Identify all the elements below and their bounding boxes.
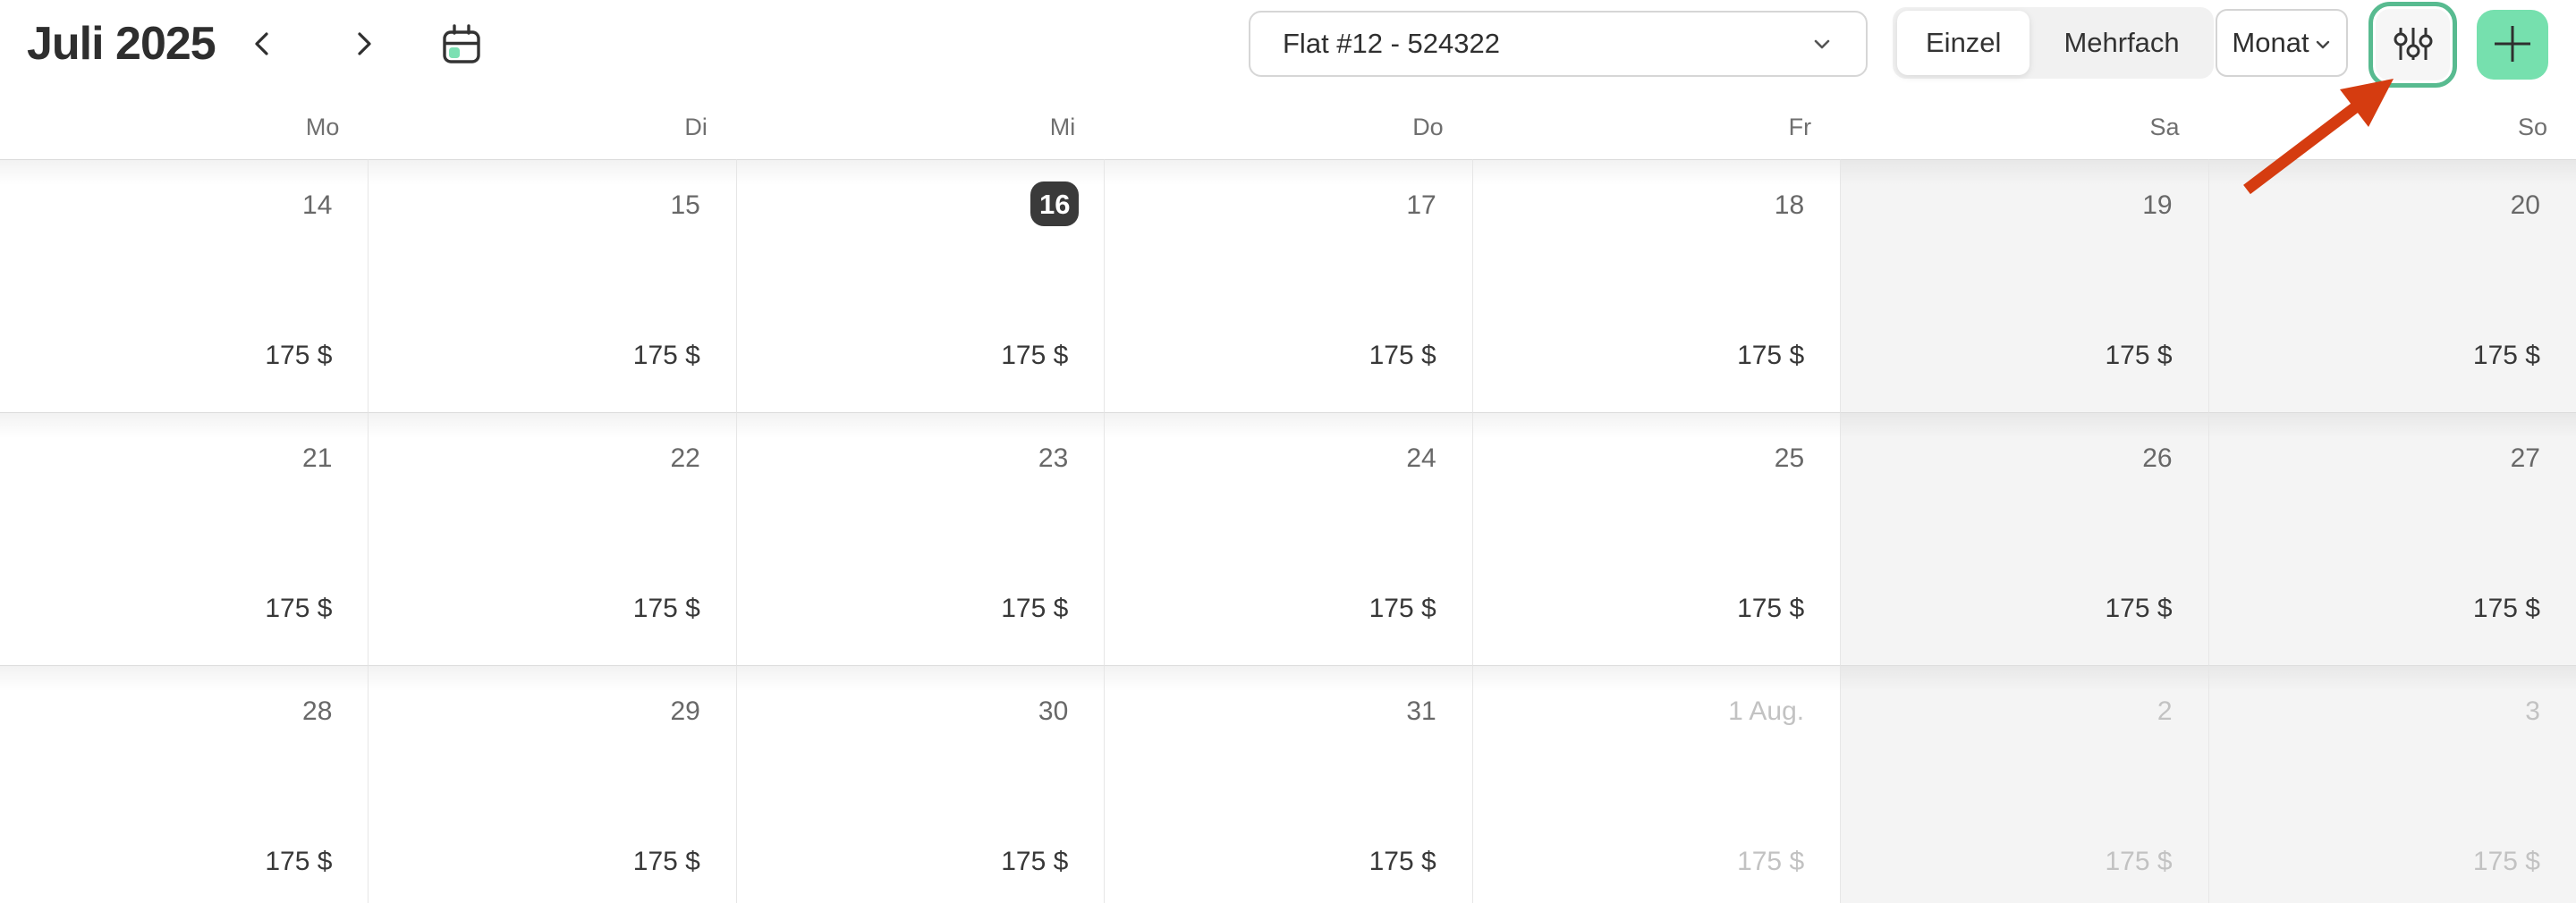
calendar-day-cell[interactable]: 20 175 $ [2207, 159, 2576, 412]
day-number: 21 [302, 443, 333, 473]
weekday-label-do: Do [1412, 114, 1444, 140]
day-number: 20 [2510, 190, 2540, 220]
day-number: 28 [302, 696, 333, 726]
calendar-day-cell[interactable]: 28 175 $ [0, 665, 369, 903]
chevron-right-icon [349, 30, 377, 61]
calendar-day-cell[interactable]: 18 175 $ [1471, 159, 1841, 412]
day-price: 175 $ [1001, 594, 1069, 623]
calendar-day-cell[interactable]: 26 175 $ [1840, 412, 2208, 665]
day-price: 175 $ [2472, 847, 2540, 876]
toolbar: Juli 2025 [0, 0, 2576, 98]
day-number: 17 [1406, 190, 1436, 220]
day-price: 175 $ [1737, 594, 1805, 623]
day-price: 175 $ [1737, 341, 1805, 370]
calendar-day-cell[interactable]: 22 175 $ [368, 412, 737, 665]
day-number: 24 [1406, 443, 1436, 473]
calendar-icon [440, 22, 483, 68]
chevron-left-icon [249, 30, 277, 61]
plus-icon [2489, 21, 2536, 70]
day-price: 175 $ [1368, 341, 1436, 370]
calendar-day-cell[interactable]: 15 175 $ [368, 159, 737, 412]
calendar-day-cell[interactable]: 29 175 $ [368, 665, 737, 903]
calendar-day-cell[interactable]: 21 175 $ [0, 412, 369, 665]
weekday-label-mo: Mo [305, 114, 340, 140]
day-price: 175 $ [632, 341, 700, 370]
unit-select[interactable]: Flat #12 - 524322 [1249, 11, 1868, 77]
day-number: 18 [1774, 190, 1805, 220]
day-number: 25 [1774, 443, 1805, 473]
day-price: 175 $ [265, 594, 333, 623]
calendar-day-cell[interactable]: 1 Aug. 175 $ [1471, 665, 1841, 903]
next-month-button[interactable] [338, 20, 388, 70]
day-number: 29 [670, 696, 700, 726]
filter-button[interactable] [2368, 2, 2457, 88]
day-price: 175 $ [265, 847, 333, 876]
day-price: 175 $ [2472, 341, 2540, 370]
mode-option-einzel[interactable]: Einzel [1897, 11, 2030, 75]
weekday-label-fr: Fr [1788, 114, 1812, 140]
day-price: 175 $ [2105, 341, 2173, 370]
day-number: 23 [1038, 443, 1069, 473]
day-price: 175 $ [1368, 594, 1436, 623]
day-price: 175 $ [1737, 847, 1805, 876]
sliders-icon [2391, 21, 2436, 69]
day-price: 175 $ [2472, 594, 2540, 623]
day-price: 175 $ [265, 341, 333, 370]
calendar-day-cell[interactable]: 2 175 $ [1840, 665, 2208, 903]
mode-option-mehrfach[interactable]: Mehrfach [2063, 27, 2180, 58]
prev-month-button[interactable] [238, 20, 288, 70]
today-calendar-button[interactable] [436, 20, 487, 70]
day-number: 2 [2157, 696, 2173, 726]
day-number: 14 [302, 190, 333, 220]
calendar-day-cell[interactable]: 25 175 $ [1471, 412, 1841, 665]
day-price: 175 $ [1001, 847, 1069, 876]
view-select[interactable]: Monat [2216, 9, 2348, 77]
page-title: Juli 2025 [27, 18, 216, 70]
day-price: 175 $ [632, 594, 700, 623]
day-price: 175 $ [1368, 847, 1436, 876]
calendar-day-cell[interactable]: 19 175 $ [1840, 159, 2208, 412]
day-number: 3 [2525, 696, 2540, 726]
day-number-today: 16 [1030, 181, 1080, 226]
chevron-down-icon [2314, 36, 2332, 54]
day-number: 26 [2142, 443, 2173, 473]
calendar-day-cell[interactable]: 31 175 $ [1104, 665, 1473, 903]
day-number: 31 [1406, 696, 1436, 726]
day-price: 175 $ [632, 847, 700, 876]
calendar-day-cell[interactable]: 24 175 $ [1104, 412, 1473, 665]
weekday-label-di: Di [684, 114, 708, 140]
unit-select-value: Flat #12 - 524322 [1283, 28, 1501, 59]
calendar-day-cell[interactable]: 17 175 $ [1104, 159, 1473, 412]
weekday-label-so: So [2517, 114, 2547, 140]
calendar-day-cell[interactable]: 27 175 $ [2207, 412, 2576, 665]
day-price: 175 $ [2105, 847, 2173, 876]
day-number: 1 Aug. [1728, 696, 1805, 726]
booking-mode-toggle: Einzel Mehrfach [1893, 7, 2214, 79]
chevron-down-icon [1810, 32, 1834, 55]
day-number: 19 [2142, 190, 2173, 220]
weekday-label-mi: Mi [1049, 114, 1076, 140]
view-select-value: Monat [2232, 27, 2309, 58]
calendar-day-cell[interactable]: 16 175 $ [735, 159, 1105, 412]
weekday-label-sa: Sa [2149, 114, 2180, 140]
day-number: 15 [670, 190, 700, 220]
calendar-day-cell[interactable]: 23 175 $ [735, 412, 1105, 665]
calendar-day-cell[interactable]: 14 175 $ [0, 159, 369, 412]
day-number: 27 [2510, 443, 2540, 473]
calendar-day-cell[interactable]: 3 175 $ [2207, 665, 2576, 903]
weekday-header-row: Mo Di Mi Do Fr Sa So [0, 98, 2576, 159]
month-grid: 14 175 $ 15 175 $ 16 175 $ 17 175 $ 18 175 $ 19 175… [0, 159, 2576, 903]
calendar-day-cell[interactable]: 30 175 $ [735, 665, 1105, 903]
add-booking-button[interactable] [2477, 10, 2548, 80]
day-number: 30 [1038, 696, 1069, 726]
day-number: 22 [670, 443, 700, 473]
day-price: 175 $ [2105, 594, 2173, 623]
day-price: 175 $ [1001, 341, 1069, 370]
